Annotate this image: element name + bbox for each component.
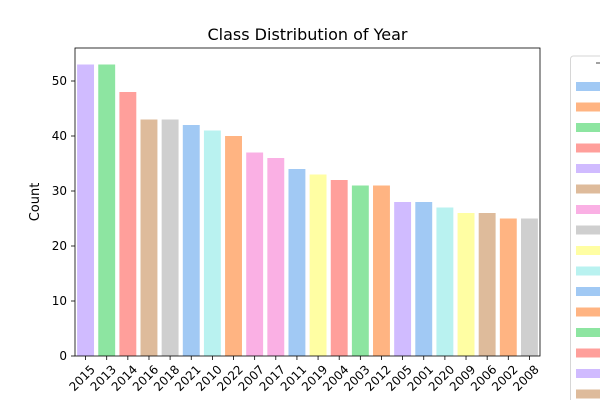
bar-2003 xyxy=(352,186,369,357)
bar-2009 xyxy=(458,213,475,356)
chart-title: Class Distribution of Year xyxy=(208,25,408,44)
bar-2017 xyxy=(267,158,284,356)
legend-swatch xyxy=(576,82,600,91)
legend-swatch xyxy=(576,267,600,276)
legend-swatch xyxy=(576,246,600,255)
bar-2007 xyxy=(246,153,263,357)
y-tick-label: 30 xyxy=(52,184,67,198)
bar-2020 xyxy=(436,208,453,357)
y-axis-label: Count xyxy=(28,183,43,222)
bar-2019 xyxy=(310,175,327,357)
bars-layer xyxy=(77,65,538,357)
bar-2005 xyxy=(394,202,411,356)
bar-2021 xyxy=(183,125,200,356)
legend-swatch xyxy=(576,349,600,358)
x-axis: 2015201320142016201820212010202220072017… xyxy=(66,356,541,394)
y-tick-label: 20 xyxy=(52,239,67,253)
bar-2011 xyxy=(288,169,305,356)
y-tick-label: 10 xyxy=(52,294,67,308)
bar-2016 xyxy=(141,120,158,357)
legend xyxy=(571,56,600,400)
y-tick-label: 40 xyxy=(52,129,67,143)
bar-2015 xyxy=(77,65,94,357)
bar-2010 xyxy=(204,131,221,357)
bar-2008 xyxy=(521,219,538,357)
legend-swatch xyxy=(576,185,600,194)
bar-2002 xyxy=(500,219,517,357)
legend-swatch xyxy=(576,369,600,378)
bar-2013 xyxy=(98,65,115,357)
bar-2012 xyxy=(373,186,390,357)
bar-2014 xyxy=(119,92,136,356)
bar-2004 xyxy=(331,180,348,356)
y-tick-label: 50 xyxy=(52,74,67,88)
legend-swatch xyxy=(576,390,600,399)
legend-swatch xyxy=(576,164,600,173)
bar-2018 xyxy=(162,120,179,357)
legend-swatch xyxy=(576,205,600,214)
legend-swatch xyxy=(576,123,600,132)
legend-swatch xyxy=(576,328,600,337)
bar-2006 xyxy=(479,213,496,356)
y-tick-label: 0 xyxy=(59,349,67,363)
bar-2022 xyxy=(225,136,242,356)
legend-swatch xyxy=(576,144,600,153)
legend-swatch xyxy=(576,226,600,235)
legend-swatch xyxy=(576,308,600,317)
legend-swatch xyxy=(576,287,600,296)
bar-2001 xyxy=(415,202,432,356)
legend-swatch xyxy=(576,103,600,112)
